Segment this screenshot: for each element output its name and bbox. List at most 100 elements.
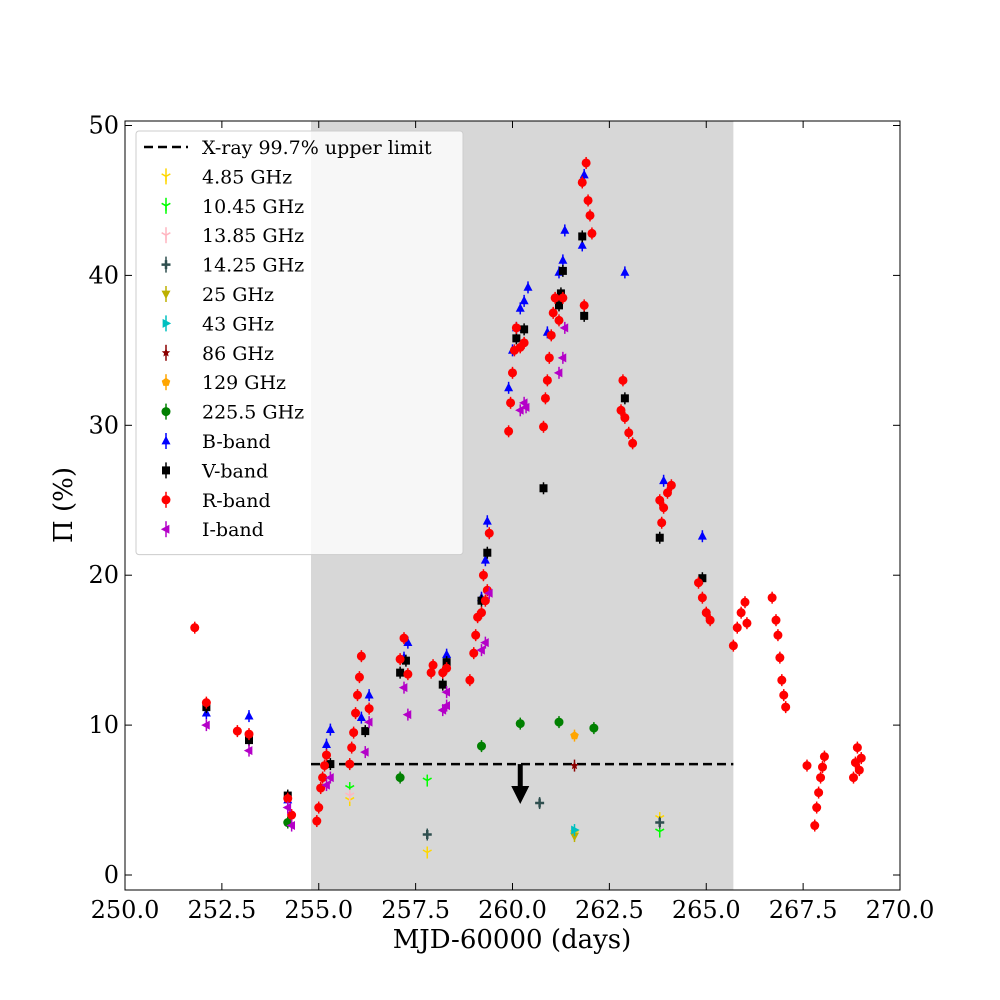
data-point [556,289,565,298]
data-point [663,488,672,498]
data-point [398,683,408,693]
data-point [504,426,514,436]
data-point [401,656,410,665]
data-point [814,788,824,798]
plot-frame [124,120,901,891]
data-point [767,593,777,603]
data-point [728,641,738,651]
data-point [585,210,595,220]
data-point [849,773,858,783]
legend-label: V-band [201,460,268,482]
data-point [659,503,669,513]
data-point [314,803,324,813]
data-point [351,708,361,718]
data-point [553,368,563,378]
y-tick-label: 40 [88,261,119,289]
data-point [349,728,359,738]
upper-limit-group [311,762,734,805]
legend-handle-marker [161,260,171,270]
data-point [520,325,529,334]
data-point [523,282,533,291]
data-point [732,623,742,633]
data-point [484,588,493,598]
data-point [312,816,322,826]
legend-label: B-band [202,431,271,453]
data-point [705,615,715,625]
data-point [624,428,634,438]
legend-label: 43 GHz [202,313,274,335]
data-point [477,608,486,618]
data-marks [190,156,866,859]
data-point [471,630,481,640]
legend-handle-marker [161,232,171,241]
data-point [403,669,413,679]
legend-handle-marker [161,495,171,505]
data-point [701,608,711,618]
data-point [345,759,355,769]
legend-label: 86 GHz [202,343,274,365]
data-point [571,825,580,835]
data-point [558,255,568,264]
data-point [578,232,587,241]
data-point [364,689,374,699]
series-43-ghz [571,824,580,837]
series-225-5-ghz [283,716,599,829]
legend-handle-marker [161,173,171,182]
data-point [535,798,545,808]
data-point [287,810,297,820]
data-point [779,690,789,700]
data-point [697,531,707,540]
x-tick-label: 260.0 [478,896,547,924]
data-point [403,637,413,647]
data-point [201,720,210,730]
data-point [736,608,746,618]
data-point [560,225,570,234]
data-point [325,724,335,733]
data-point [557,353,567,363]
series-i-band [201,321,569,832]
legend-handle-marker [161,290,171,300]
data-point [438,680,447,689]
data-point [422,830,432,840]
data-point [771,615,781,625]
data-point [232,726,242,736]
x-tick-label: 267.5 [769,896,838,924]
data-point [581,158,591,168]
series-129-ghz [570,729,579,742]
data-point [559,323,569,333]
data-point [361,727,370,736]
data-point [480,638,489,648]
data-point [580,311,589,320]
data-point [469,648,479,658]
data-point [363,717,373,727]
legend-handle-marker [161,407,171,417]
data-point [616,405,626,415]
x-tick-label: 262.5 [575,896,644,924]
legend-label: 129 GHz [202,372,286,394]
data-point [325,773,334,783]
legend-label: R-band [202,490,271,512]
data-point [321,780,330,790]
data-point [437,705,447,715]
data-point [396,668,405,677]
x-tick-label: 265.0 [672,896,741,924]
data-point [511,323,521,333]
y-tick-label: 20 [88,561,119,589]
data-point [442,649,452,659]
data-point [504,382,514,392]
y-tick-label: 0 [104,861,119,889]
legend-handle-marker [161,202,171,211]
data-point [465,675,475,685]
data-point [484,528,494,538]
data-point [773,630,783,640]
legend-handle-marker [160,524,170,534]
legend-label: X-ray 99.7% upper limit [202,137,432,159]
data-point [854,765,864,775]
data-point [244,729,254,739]
y-tick-label: 30 [88,411,119,439]
legend-handle-marker [162,466,170,475]
data-point [802,761,812,771]
data-point [515,303,525,312]
data-point [512,334,521,343]
